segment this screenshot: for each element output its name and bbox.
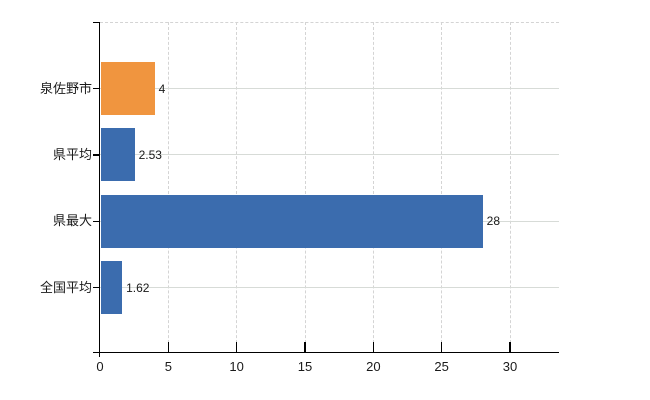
x-tick-label: 25 [434,359,449,374]
x-axis-tick [235,342,238,352]
bar-value-label: 2.53 [138,147,162,162]
bar [101,62,155,115]
x-axis-tick [167,342,170,352]
grid-line-vertical [304,22,306,353]
grid-line-horizontal [100,88,559,89]
grid-line-vertical [441,22,443,353]
x-axis-tick [372,342,375,352]
grid-line-vertical [167,22,169,353]
category-label: 県平均 [52,146,92,162]
bar [101,194,483,248]
x-tick-label: 5 [164,359,172,374]
grid-line-vertical [372,22,374,353]
x-axis-tick [509,342,511,352]
bar-value-label: 28 [486,214,501,229]
y-axis-tick [93,87,100,90]
x-tick-label: 10 [229,359,244,374]
category-label: 県最大 [52,213,92,229]
bar [101,128,135,182]
y-axis-tick [93,21,100,23]
grid-line-vertical [236,22,238,353]
x-axis-tick [440,342,443,352]
x-tick-label: 15 [297,359,313,374]
x-tick-label: 30 [502,359,518,374]
bar [101,261,123,315]
bar-value-label: 1.62 [126,280,150,295]
x-axis-line [93,351,559,353]
category-label: 全国平均 [39,279,92,295]
x-tick-label: 0 [96,359,104,374]
y-axis-tick [93,220,100,223]
y-axis-line [98,22,100,357]
grid-line-horizontal [100,287,559,289]
plot-top-border [100,21,559,23]
category-label: 泉佐野市 [39,80,92,96]
bar-value-label: 4 [158,81,166,96]
grid-line-vertical [509,22,511,353]
x-tick-label: 20 [366,359,381,374]
y-axis-tick [93,154,100,156]
x-axis-tick [304,342,306,352]
y-axis-tick [93,286,100,289]
grid-line-horizontal [100,154,559,156]
